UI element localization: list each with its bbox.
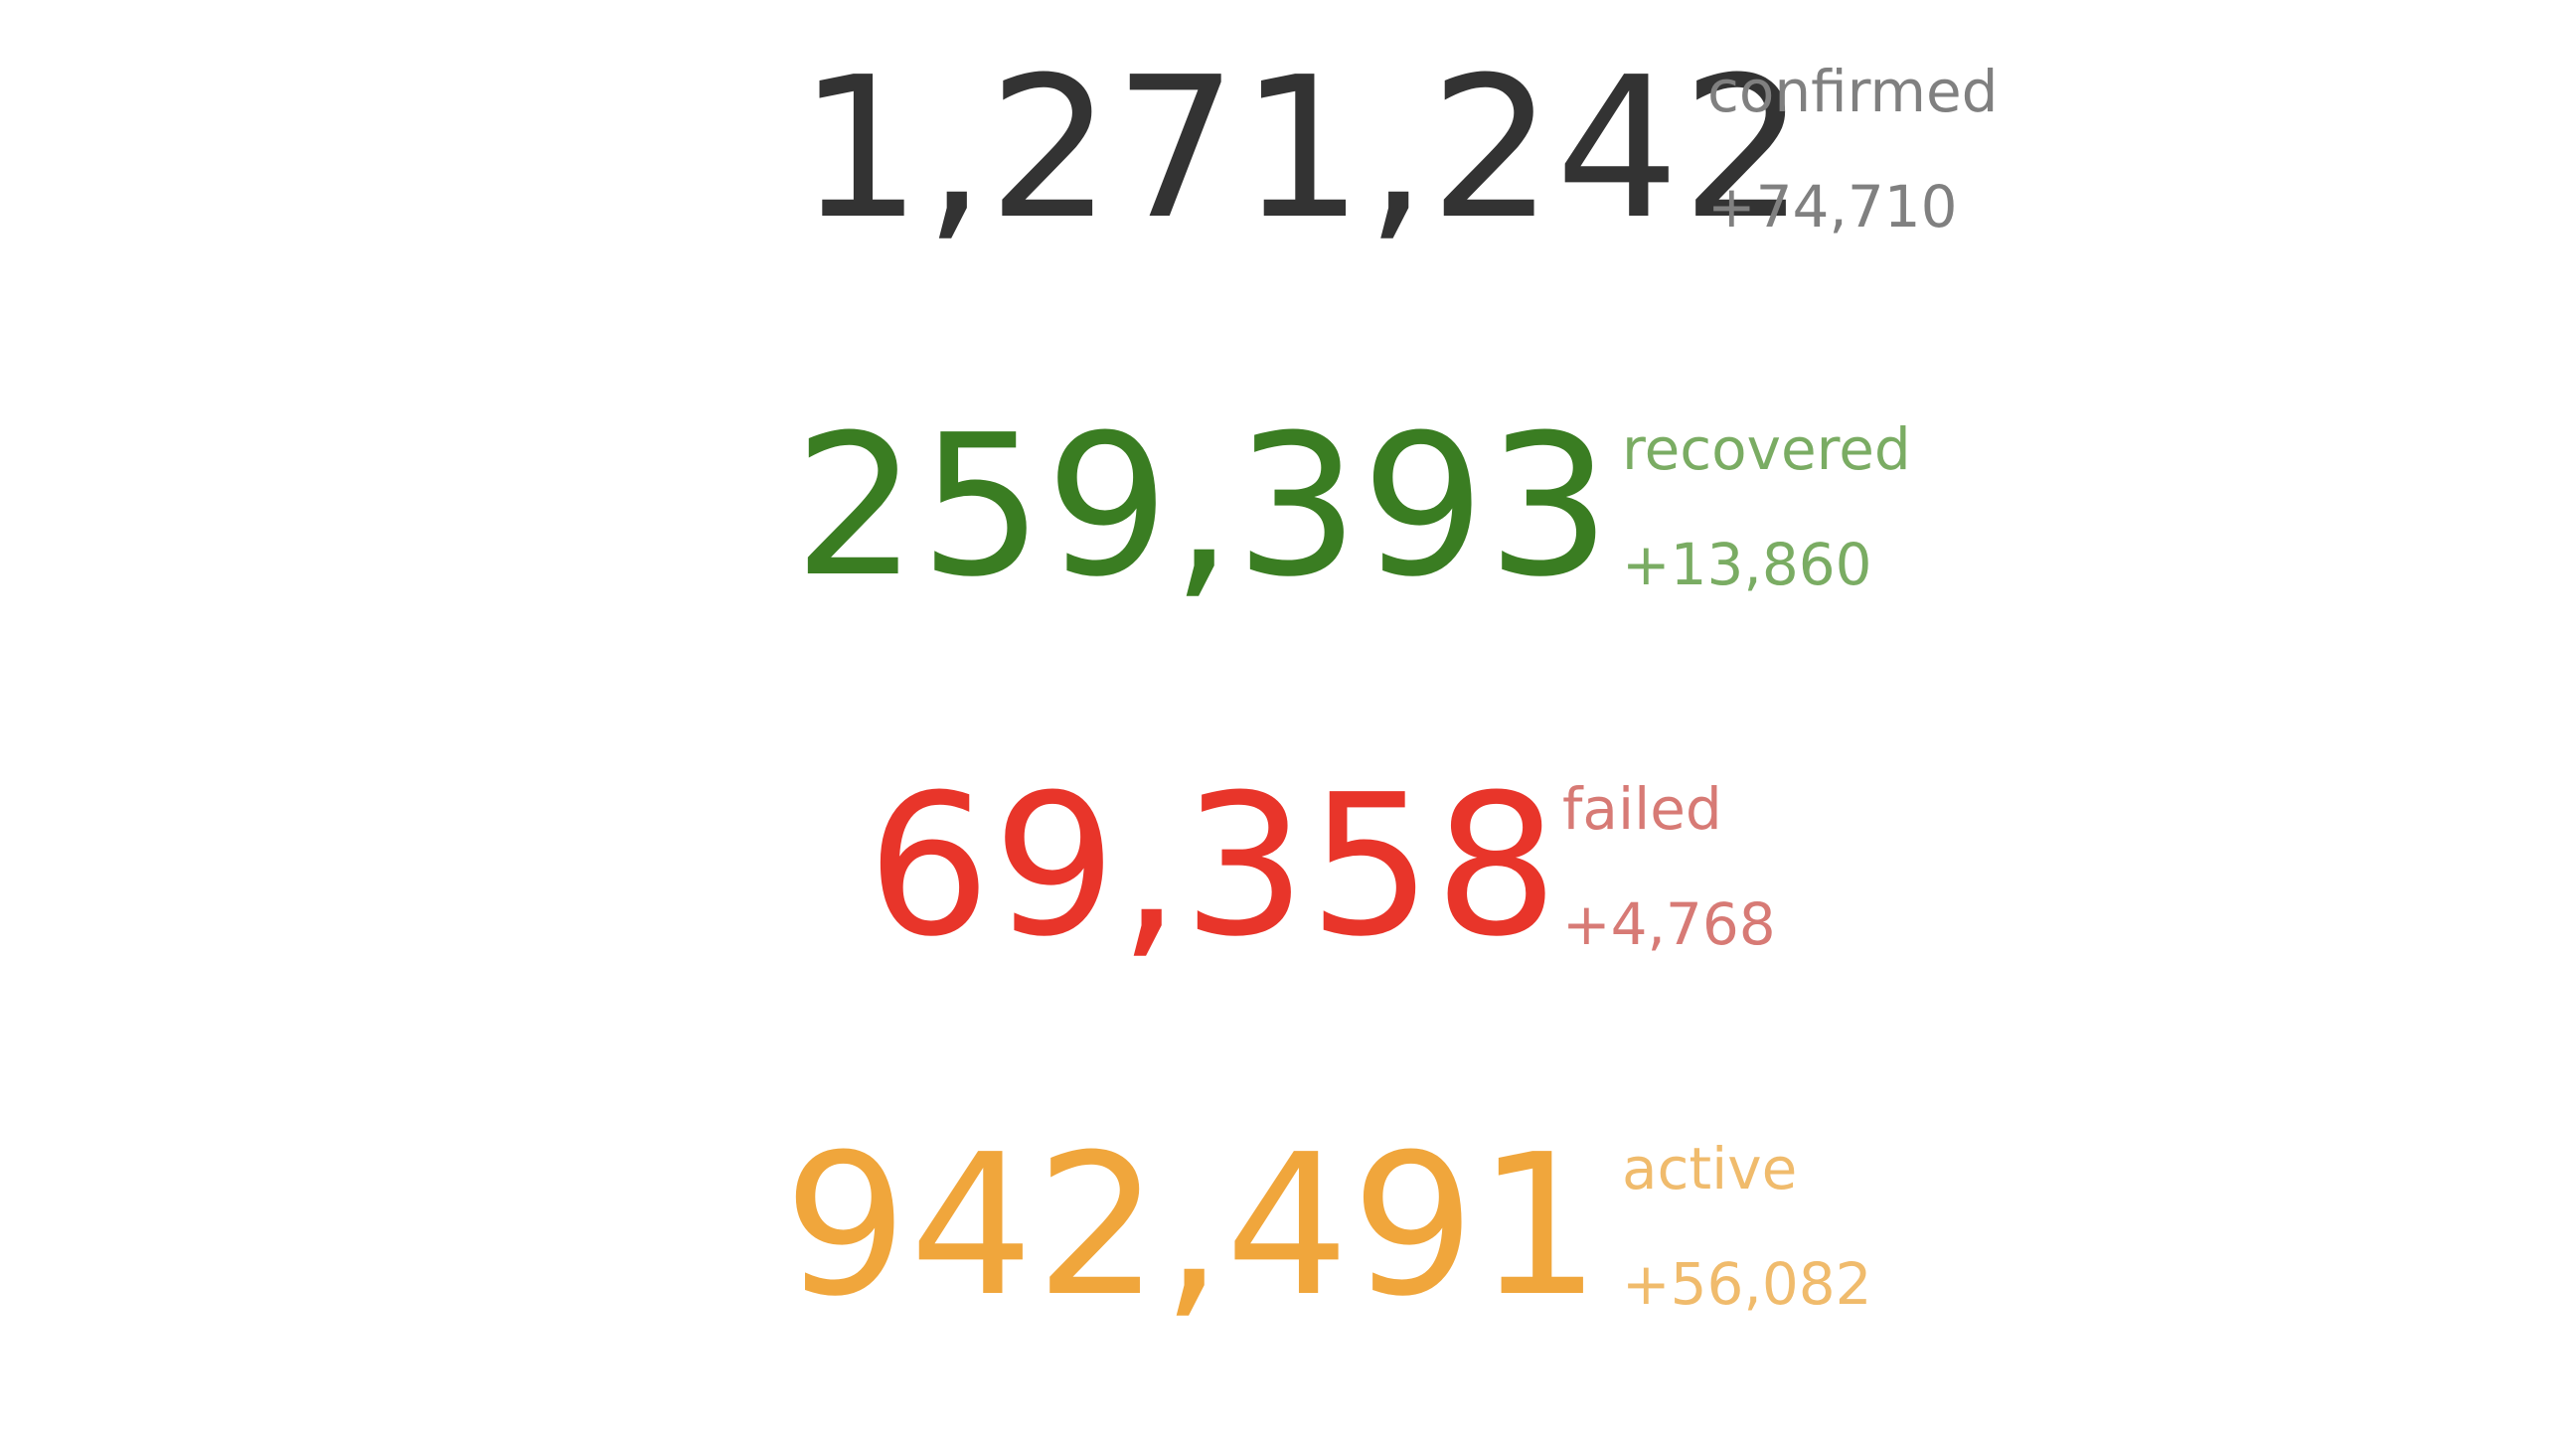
- stat-failed-delta: +4,768: [1562, 890, 1776, 958]
- stat-confirmed-label: confirmed: [1707, 58, 1999, 125]
- stat-failed-value: 69,358: [867, 753, 1560, 980]
- stat-recovered-value-wrap: 259,393: [793, 388, 1613, 626]
- stat-recovered-delta: +13,860: [1622, 531, 1872, 598]
- stat-failed-label: failed: [1562, 775, 1722, 843]
- stat-active-delta: +56,082: [1622, 1250, 1872, 1318]
- stat-active-label: active: [1622, 1135, 1798, 1202]
- stat-recovered-label: recovered: [1622, 415, 1911, 483]
- stat-confirmed-delta: +74,710: [1707, 173, 1958, 240]
- stat-failed-value-wrap: 69,358: [867, 747, 1560, 986]
- stat-failed: 69,358 failed +4,768: [0, 747, 2576, 986]
- stat-confirmed-value-wrap: 1,271,242: [798, 30, 1808, 268]
- stat-active-value: 942,491: [783, 1113, 1603, 1340]
- stat-recovered-value: 259,393: [793, 394, 1613, 620]
- stat-active: 942,491 active +56,082: [0, 1107, 2576, 1346]
- stat-recovered: 259,393 recovered +13,860: [0, 388, 2576, 626]
- stat-confirmed-value: 1,271,242: [798, 36, 1808, 262]
- stat-active-value-wrap: 942,491: [783, 1107, 1603, 1346]
- stat-confirmed: 1,271,242 confirmed +74,710: [0, 30, 2576, 268]
